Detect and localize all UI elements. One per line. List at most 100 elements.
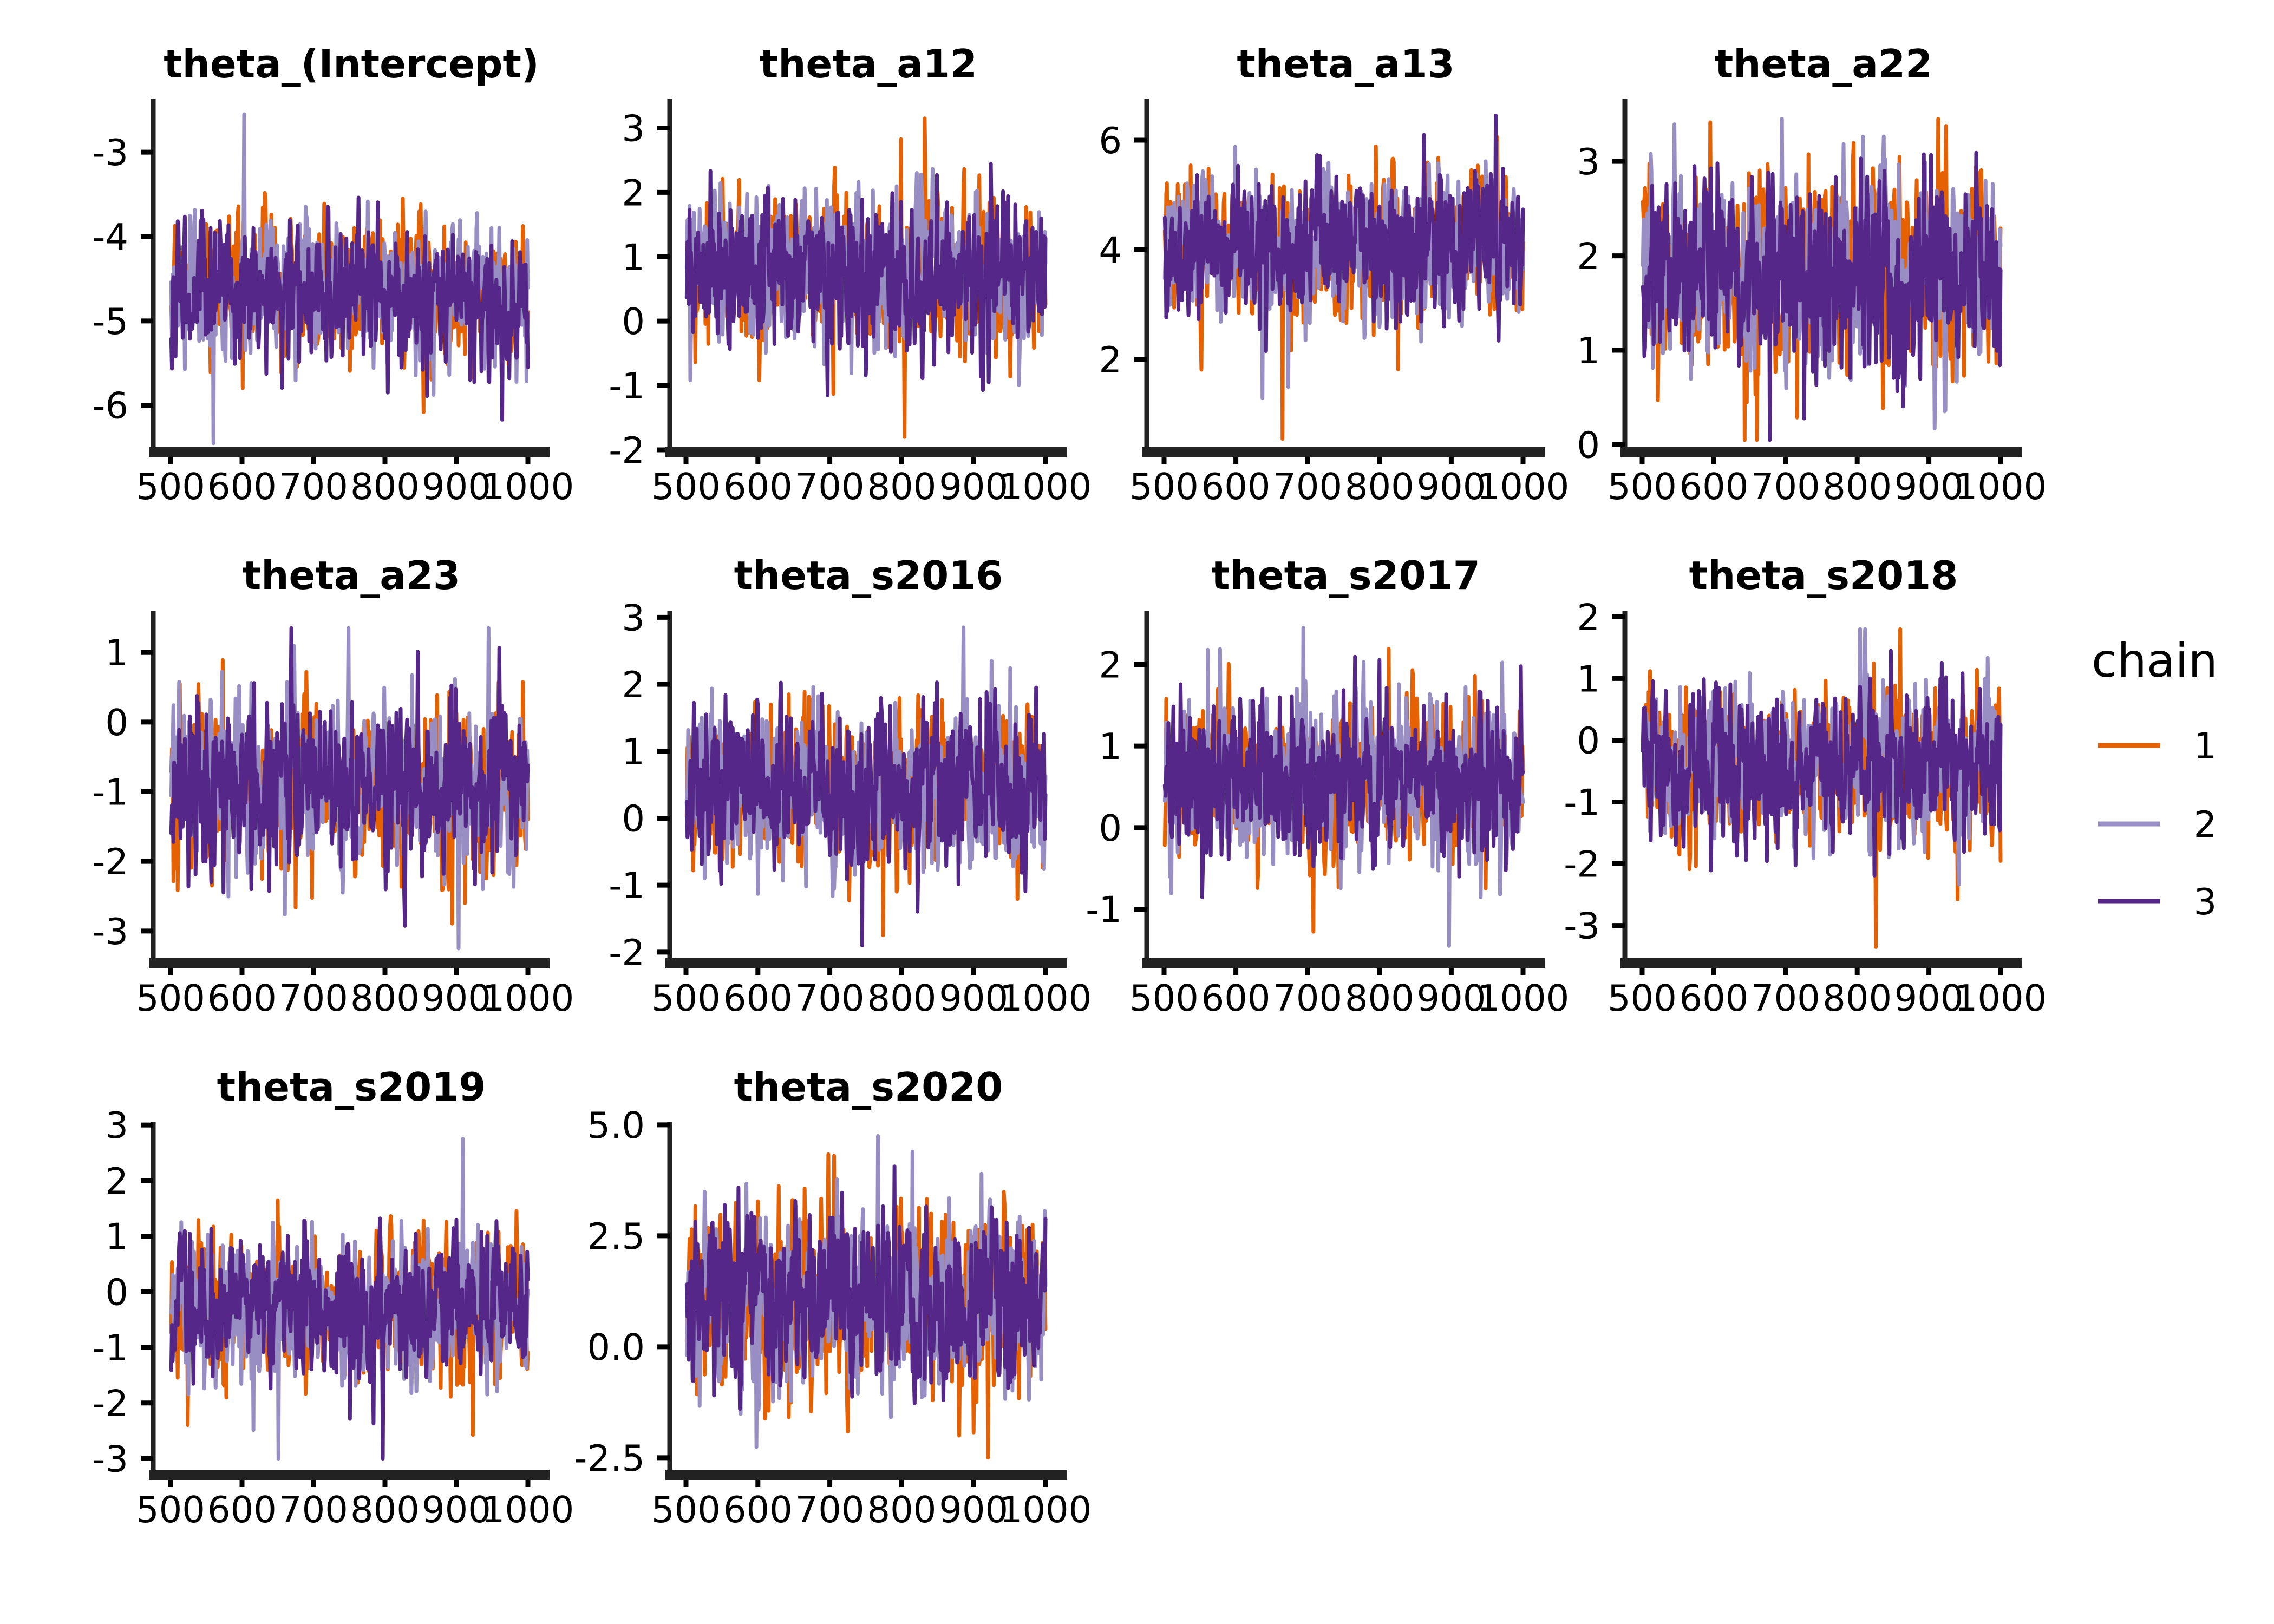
y-tick-label: 0	[622, 300, 645, 343]
y-tick-label: 0	[1577, 719, 1600, 762]
y-tick-label: -5	[92, 300, 128, 343]
x-tick-label: 500	[651, 466, 721, 508]
x-tick-label: 500	[136, 977, 205, 1019]
y-tick-label: 0.0	[587, 1326, 645, 1368]
x-tick-label: 600	[207, 466, 277, 508]
x-tick-label: 800	[350, 977, 420, 1019]
x-tick-label: 1000	[1477, 466, 1570, 508]
x-tick-label: 500	[651, 977, 721, 1019]
y-tick-label: 2	[622, 172, 645, 214]
x-tick-label: 800	[1345, 466, 1414, 508]
panel-title: theta_s2019	[217, 1064, 486, 1110]
panel-title: theta_a13	[1237, 41, 1454, 87]
x-tick-label: 900	[1894, 466, 1964, 508]
y-tick-label: 3	[1577, 141, 1600, 183]
panel-title: theta_a23	[243, 553, 460, 598]
y-tick-label: 1	[105, 632, 128, 674]
trace-lines	[684, 1134, 1048, 1460]
y-tick-label: 3	[622, 597, 645, 639]
x-tick-label: 600	[723, 1489, 793, 1531]
y-tick-label: 2	[1099, 644, 1122, 686]
x-tick-label: 1000	[482, 466, 574, 508]
y-tick-label: -1	[92, 1327, 128, 1369]
x-tick-label: 800	[867, 1489, 936, 1531]
legend-title: chain	[2092, 634, 2218, 688]
y-tick-label: -4	[92, 216, 128, 258]
x-tick-label: 700	[1273, 466, 1342, 508]
x-tick-label: 500	[136, 466, 205, 508]
x-tick-label: 800	[1822, 466, 1892, 508]
y-tick-label: -2	[92, 1383, 128, 1425]
x-tick-label: 700	[795, 466, 865, 508]
x-axis-line	[149, 958, 550, 968]
y-tick-label: -2	[92, 841, 128, 883]
y-tick-label: 0	[1099, 807, 1122, 849]
x-tick-label: 900	[939, 466, 1008, 508]
y-tick-label: 2	[105, 1160, 128, 1202]
y-tick-label: -1	[609, 865, 645, 907]
x-tick-label: 600	[1201, 977, 1271, 1019]
trace-chain-3	[684, 680, 1048, 947]
x-axis-line	[1620, 447, 2022, 457]
panel-title: theta_s2016	[734, 553, 1003, 598]
y-tick-label: -3	[1564, 905, 1600, 947]
y-tick-label: 1	[1577, 330, 1600, 372]
trace-lines	[684, 116, 1048, 439]
x-axis-line	[1142, 958, 1545, 968]
x-tick-label: 600	[1201, 466, 1271, 508]
trace-chain-3	[684, 1164, 1048, 1411]
x-tick-label: 800	[350, 1489, 420, 1531]
panel-title: theta_s2018	[1689, 553, 1958, 598]
x-tick-label: 600	[207, 977, 277, 1019]
x-axis-line	[665, 447, 1067, 457]
trace-chain-3	[684, 162, 1048, 397]
x-tick-label: 700	[795, 977, 865, 1019]
x-axis-line	[665, 958, 1067, 968]
x-tick-label: 1000	[482, 977, 574, 1019]
panel-theta-s2020: theta_s2020 -2.5 0.0 2.5 5.0 500 600 700 800 9001…	[574, 1064, 1092, 1531]
y-tick-label: -1	[1086, 889, 1122, 931]
y-tick-label: 0	[1577, 424, 1600, 467]
x-tick-label: 600	[1679, 977, 1748, 1019]
legend-label-chain-2: 2	[2194, 803, 2217, 846]
x-tick-label: 700	[795, 1489, 865, 1531]
trace-chain-3	[1641, 150, 2003, 442]
trace-lines	[1162, 113, 1525, 441]
y-tick-label: 4	[1099, 229, 1122, 271]
trace-lines	[1641, 117, 2003, 442]
y-tick-label: -1	[1564, 781, 1600, 823]
x-tick-label: 500	[136, 1489, 205, 1531]
x-axis-line	[149, 1470, 550, 1480]
y-tick-label: -1	[609, 365, 645, 407]
trace-lines	[169, 112, 530, 446]
legend-label-chain-1: 1	[2194, 725, 2217, 767]
x-tick-label: 800	[867, 977, 936, 1019]
legend: chain 1 2 3	[2092, 634, 2218, 923]
x-tick-label: 900	[1894, 977, 1964, 1019]
x-tick-label: 900	[422, 1489, 491, 1531]
panel-title: theta_(Intercept)	[164, 41, 539, 87]
x-tick-label: 700	[1751, 466, 1820, 508]
x-tick-label: 500	[651, 1489, 721, 1531]
y-tick-label: 2	[1577, 235, 1600, 278]
y-tick-label: -6	[92, 385, 128, 427]
y-tick-label: 6	[1099, 120, 1122, 162]
y-tick-label: 1	[1099, 725, 1122, 768]
x-tick-label: 800	[1822, 977, 1892, 1019]
y-tick-label: 1	[622, 731, 645, 773]
y-tick-label: 5.0	[587, 1104, 645, 1147]
panel-title: theta_a22	[1715, 41, 1932, 87]
x-tick-label: 700	[279, 977, 348, 1019]
x-tick-label: 700	[279, 466, 348, 508]
trace-lines	[1162, 626, 1525, 948]
x-axis-line	[1142, 447, 1545, 457]
x-tick-label: 1000	[1955, 977, 2047, 1019]
